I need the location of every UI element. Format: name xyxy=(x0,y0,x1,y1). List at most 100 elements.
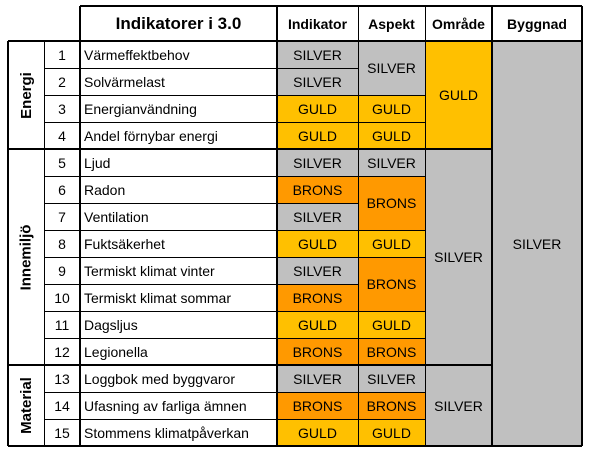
indikator-rating: SILVER xyxy=(277,203,358,230)
indikator-rating: GULD xyxy=(277,122,358,149)
aspekt-rating: GULD xyxy=(358,95,425,122)
row-number: 10 xyxy=(54,289,70,306)
aspekt-rating: SILVER xyxy=(358,365,425,392)
grid-line xyxy=(44,284,358,285)
aspekt-rating: BRONS xyxy=(358,176,425,230)
grid-line xyxy=(358,338,425,339)
indicator-name: Fuktsäkerhet xyxy=(84,235,165,252)
row-number: 12 xyxy=(54,343,70,360)
byggnad-rating: SILVER xyxy=(492,41,582,446)
grid-line xyxy=(358,122,425,123)
indicator-name: Andel förnybar energi xyxy=(84,127,218,144)
indicator-name: Energianvändning xyxy=(84,100,197,117)
grid-line xyxy=(491,6,493,446)
indikator-rating: SILVER xyxy=(277,257,358,284)
grid-line xyxy=(358,176,425,177)
aspekt-rating: GULD xyxy=(358,311,425,338)
row-number: 9 xyxy=(58,262,66,279)
row-number: 11 xyxy=(54,316,70,333)
grid-line xyxy=(44,392,358,393)
grid-line xyxy=(7,41,9,446)
grid-line xyxy=(80,5,582,7)
indicator-name: Dagsljus xyxy=(84,316,138,333)
group-label-0-text: Energi xyxy=(17,71,35,119)
group-label-2-text: Material xyxy=(17,377,35,434)
indicator-name: Loggbok med byggvaror xyxy=(84,370,235,387)
indicator-name: Ljud xyxy=(84,154,111,171)
header-aspekt: Aspekt xyxy=(368,15,415,32)
indicator-name: Ufasning av farliga ämnen xyxy=(84,397,247,414)
aspekt-rating: GULD xyxy=(358,122,425,149)
grid-line xyxy=(358,6,359,446)
grid-line xyxy=(44,122,358,123)
row-number: 8 xyxy=(58,235,66,252)
indikator-rating: BRONS xyxy=(277,392,358,419)
grid-line xyxy=(44,311,358,312)
indicator-name: Termiskt klimat sommar xyxy=(84,289,232,306)
grid-line xyxy=(44,68,358,69)
indikator-rating: GULD xyxy=(277,311,358,338)
grid-line xyxy=(425,6,426,446)
grid-line xyxy=(358,419,425,420)
indicator-name: Solvärmelast xyxy=(84,73,165,90)
indicator-name: Termiskt klimat vinter xyxy=(84,262,215,279)
header-indikator: Indikator xyxy=(287,15,348,32)
row-number: 6 xyxy=(58,181,66,198)
row-number: 13 xyxy=(54,370,70,387)
grid-line xyxy=(358,257,425,258)
grid-line xyxy=(79,6,81,446)
aspekt-rating: BRONS xyxy=(358,338,425,365)
omrade-cell: SILVER xyxy=(425,365,492,446)
row-number: 14 xyxy=(54,397,70,414)
group-label-1: Innemiljö xyxy=(8,149,44,365)
grid-line xyxy=(492,445,582,447)
header-omrade: Område xyxy=(432,15,485,32)
grid-line xyxy=(358,230,425,231)
aspekt-rating: BRONS xyxy=(358,257,425,311)
aspekt-rating: SILVER xyxy=(358,41,425,95)
row-number: 1 xyxy=(58,46,66,63)
indikator-rating: SILVER xyxy=(277,41,358,68)
indikator-rating: SILVER xyxy=(277,68,358,95)
grid-line xyxy=(44,230,358,231)
row-number: 5 xyxy=(58,154,66,171)
indikator-rating: GULD xyxy=(277,419,358,446)
grid-line xyxy=(358,311,425,312)
grid-line xyxy=(44,257,358,258)
grid-line xyxy=(8,364,492,366)
grid-line xyxy=(44,419,358,420)
grid-line xyxy=(44,41,45,446)
indikator-rating: GULD xyxy=(277,230,358,257)
group-label-2: Material xyxy=(8,365,44,446)
row-number: 15 xyxy=(54,424,70,441)
indicator-name: Radon xyxy=(84,181,126,198)
grid-line xyxy=(8,148,492,150)
group-label-1-text: Innemiljö xyxy=(17,224,35,290)
grid-line xyxy=(44,203,358,204)
aspekt-rating: GULD xyxy=(358,230,425,257)
grid-line xyxy=(8,445,492,447)
grid-line xyxy=(44,95,358,96)
grid-line xyxy=(44,338,358,339)
indikator-rating: BRONS xyxy=(277,176,358,203)
header-title: Indikatorer i 3.0 xyxy=(115,13,242,33)
group-label-0: Energi xyxy=(8,41,44,149)
indicator-name: Ventilation xyxy=(84,208,149,225)
indicator-name: Stommens klimatpåverkan xyxy=(84,424,249,441)
indicator-name: Legionella xyxy=(84,343,148,360)
aspekt-rating: BRONS xyxy=(358,392,425,419)
row-number: 2 xyxy=(58,73,66,90)
grid-line xyxy=(581,6,583,446)
aspekt-rating: SILVER xyxy=(358,149,425,176)
aspekt-rating: GULD xyxy=(358,419,425,446)
grid-line xyxy=(8,40,582,42)
indikator-rating: BRONS xyxy=(277,284,358,311)
indicator-name: Värmeffektbehov xyxy=(84,46,190,63)
row-number: 3 xyxy=(58,100,66,117)
omrade-cell: GULD xyxy=(425,41,492,149)
grid-line xyxy=(276,6,278,446)
row-number: 7 xyxy=(58,208,66,225)
row-number: 4 xyxy=(58,127,66,144)
grid-line xyxy=(44,176,358,177)
